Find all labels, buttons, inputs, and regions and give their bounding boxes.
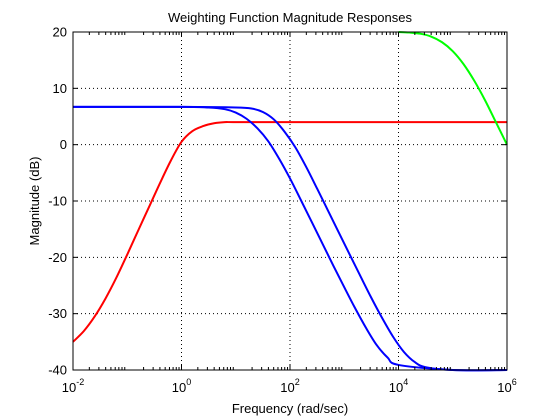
x-axis-label: Frequency (rad/sec)	[232, 401, 348, 416]
x-tick-label: 106	[497, 377, 516, 395]
y-tick-label: -40	[48, 363, 67, 378]
series-line	[72, 105, 508, 372]
y-tick-label: -10	[48, 194, 67, 209]
y-axis-label: Magnitude (dB)	[27, 157, 42, 246]
y-tick-label: -20	[48, 250, 67, 265]
series-line	[398, 31, 508, 146]
x-tick-label: 104	[389, 377, 408, 395]
y-tick-label: 0	[60, 137, 67, 152]
y-tick-label: 20	[53, 25, 67, 40]
series-line	[72, 121, 507, 343]
grid	[73, 32, 507, 370]
ticks	[72, 31, 508, 371]
x-tick-label: 100	[172, 377, 191, 395]
series-line	[72, 105, 508, 372]
x-tick-label: 102	[280, 377, 299, 395]
y-tick-label: -30	[48, 306, 67, 321]
y-tick-label: 10	[53, 81, 67, 96]
series-layer	[72, 31, 508, 372]
chart-title: Weighting Function Magnitude Responses	[168, 10, 413, 25]
x-tick-label: 10-2	[62, 377, 84, 395]
